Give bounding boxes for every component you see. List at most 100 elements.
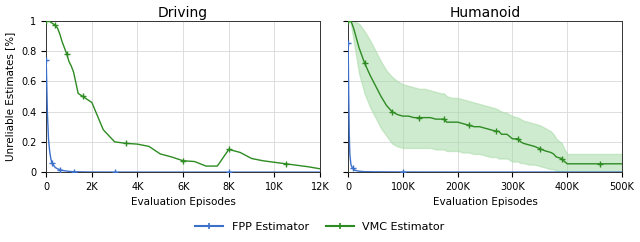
VMC Estimator [293, 164, 301, 167]
FPP Estimator [46, 150, 54, 152]
VMC Estimator [61, 46, 68, 49]
FPP Estimator [63, 170, 70, 173]
FPP Estimator [49, 163, 57, 166]
Legend: FPP Estimator, VMC Estimator: FPP Estimator, VMC Estimator [191, 218, 449, 236]
FPP Estimator [51, 166, 59, 169]
FPP Estimator [202, 171, 210, 174]
VMC Estimator [111, 140, 118, 143]
VMC Estimator [248, 157, 255, 160]
VMC Estimator [236, 151, 244, 154]
VMC Estimator [58, 40, 66, 43]
FPP Estimator [349, 167, 356, 170]
FPP Estimator [454, 171, 461, 174]
FPP Estimator [51, 165, 58, 167]
FPP Estimator [45, 137, 52, 140]
FPP Estimator [347, 163, 355, 166]
VMC Estimator [70, 71, 77, 74]
VMC Estimator [122, 142, 130, 145]
FPP Estimator [355, 170, 363, 173]
Line: VMC Estimator: VMC Estimator [346, 18, 625, 166]
VMC Estimator [305, 165, 312, 168]
FPP Estimator [54, 167, 61, 170]
Line: VMC Estimator: VMC Estimator [44, 18, 323, 172]
FPP Estimator [372, 170, 380, 173]
VMC Estimator [156, 152, 164, 155]
VMC Estimator [207, 165, 214, 167]
FPP Estimator [74, 170, 82, 173]
FPP Estimator [56, 168, 64, 171]
FPP Estimator [271, 171, 278, 174]
VMC Estimator [168, 156, 175, 159]
VMC Estimator [561, 160, 568, 163]
FPP Estimator [111, 171, 118, 174]
VMC Estimator [492, 130, 500, 133]
FPP Estimator [248, 171, 255, 174]
VMC Estimator [316, 167, 324, 170]
FPP Estimator [225, 171, 232, 174]
FPP Estimator [316, 171, 324, 174]
FPP Estimator [618, 171, 626, 174]
FPP Estimator [44, 110, 51, 113]
VMC Estimator [563, 162, 571, 165]
FPP Estimator [351, 169, 358, 172]
VMC Estimator [74, 92, 82, 95]
Y-axis label: Unreliable Estimates [%]: Unreliable Estimates [%] [6, 32, 15, 161]
Title: Driving: Driving [158, 6, 208, 20]
FPP Estimator [47, 157, 54, 160]
VMC Estimator [65, 60, 73, 63]
Title: Humanoid: Humanoid [449, 6, 521, 20]
VMC Estimator [145, 145, 153, 148]
VMC Estimator [47, 21, 54, 24]
VMC Estimator [202, 165, 210, 167]
FPP Estimator [179, 171, 187, 174]
VMC Estimator [536, 147, 544, 150]
FPP Estimator [346, 133, 353, 136]
VMC Estimator [225, 148, 232, 151]
VMC Estimator [49, 22, 57, 25]
VMC Estimator [45, 19, 52, 22]
VMC Estimator [79, 95, 86, 98]
FPP Estimator [361, 170, 369, 173]
VMC Estimator [410, 116, 418, 119]
VMC Estimator [56, 33, 64, 36]
FPP Estimator [42, 59, 50, 61]
FPP Estimator [70, 170, 77, 173]
VMC Estimator [99, 128, 107, 131]
VMC Estimator [42, 19, 50, 22]
FPP Estimator [79, 170, 86, 173]
FPP Estimator [293, 171, 301, 174]
VMC Estimator [134, 143, 141, 146]
X-axis label: Evaluation Episodes: Evaluation Episodes [433, 197, 538, 207]
FPP Estimator [61, 169, 68, 172]
VMC Estimator [44, 19, 51, 22]
FPP Estimator [344, 42, 352, 45]
VMC Estimator [495, 130, 502, 133]
FPP Estimator [65, 170, 73, 173]
VMC Estimator [179, 159, 187, 162]
VMC Estimator [282, 162, 290, 165]
VMC Estimator [54, 27, 61, 30]
VMC Estimator [67, 65, 75, 68]
VMC Estimator [271, 161, 278, 164]
VMC Estimator [618, 162, 626, 165]
Line: FPP Estimator: FPP Estimator [346, 41, 625, 175]
VMC Estimator [191, 160, 198, 163]
VMC Estimator [503, 133, 511, 136]
FPP Estimator [83, 171, 91, 174]
VMC Estimator [83, 98, 91, 101]
VMC Estimator [344, 19, 352, 22]
FPP Estimator [58, 169, 66, 172]
FPP Estimator [156, 171, 164, 174]
FPP Estimator [88, 171, 96, 174]
FPP Estimator [134, 171, 141, 174]
VMC Estimator [63, 53, 70, 55]
VMC Estimator [214, 165, 221, 167]
FPP Estimator [399, 171, 407, 174]
VMC Estimator [259, 159, 267, 162]
FPP Estimator [48, 162, 56, 165]
FPP Estimator [345, 95, 353, 98]
Line: FPP Estimator: FPP Estimator [44, 57, 323, 175]
VMC Estimator [88, 101, 96, 104]
X-axis label: Evaluation Episodes: Evaluation Episodes [131, 197, 236, 207]
VMC Estimator [51, 24, 59, 27]
